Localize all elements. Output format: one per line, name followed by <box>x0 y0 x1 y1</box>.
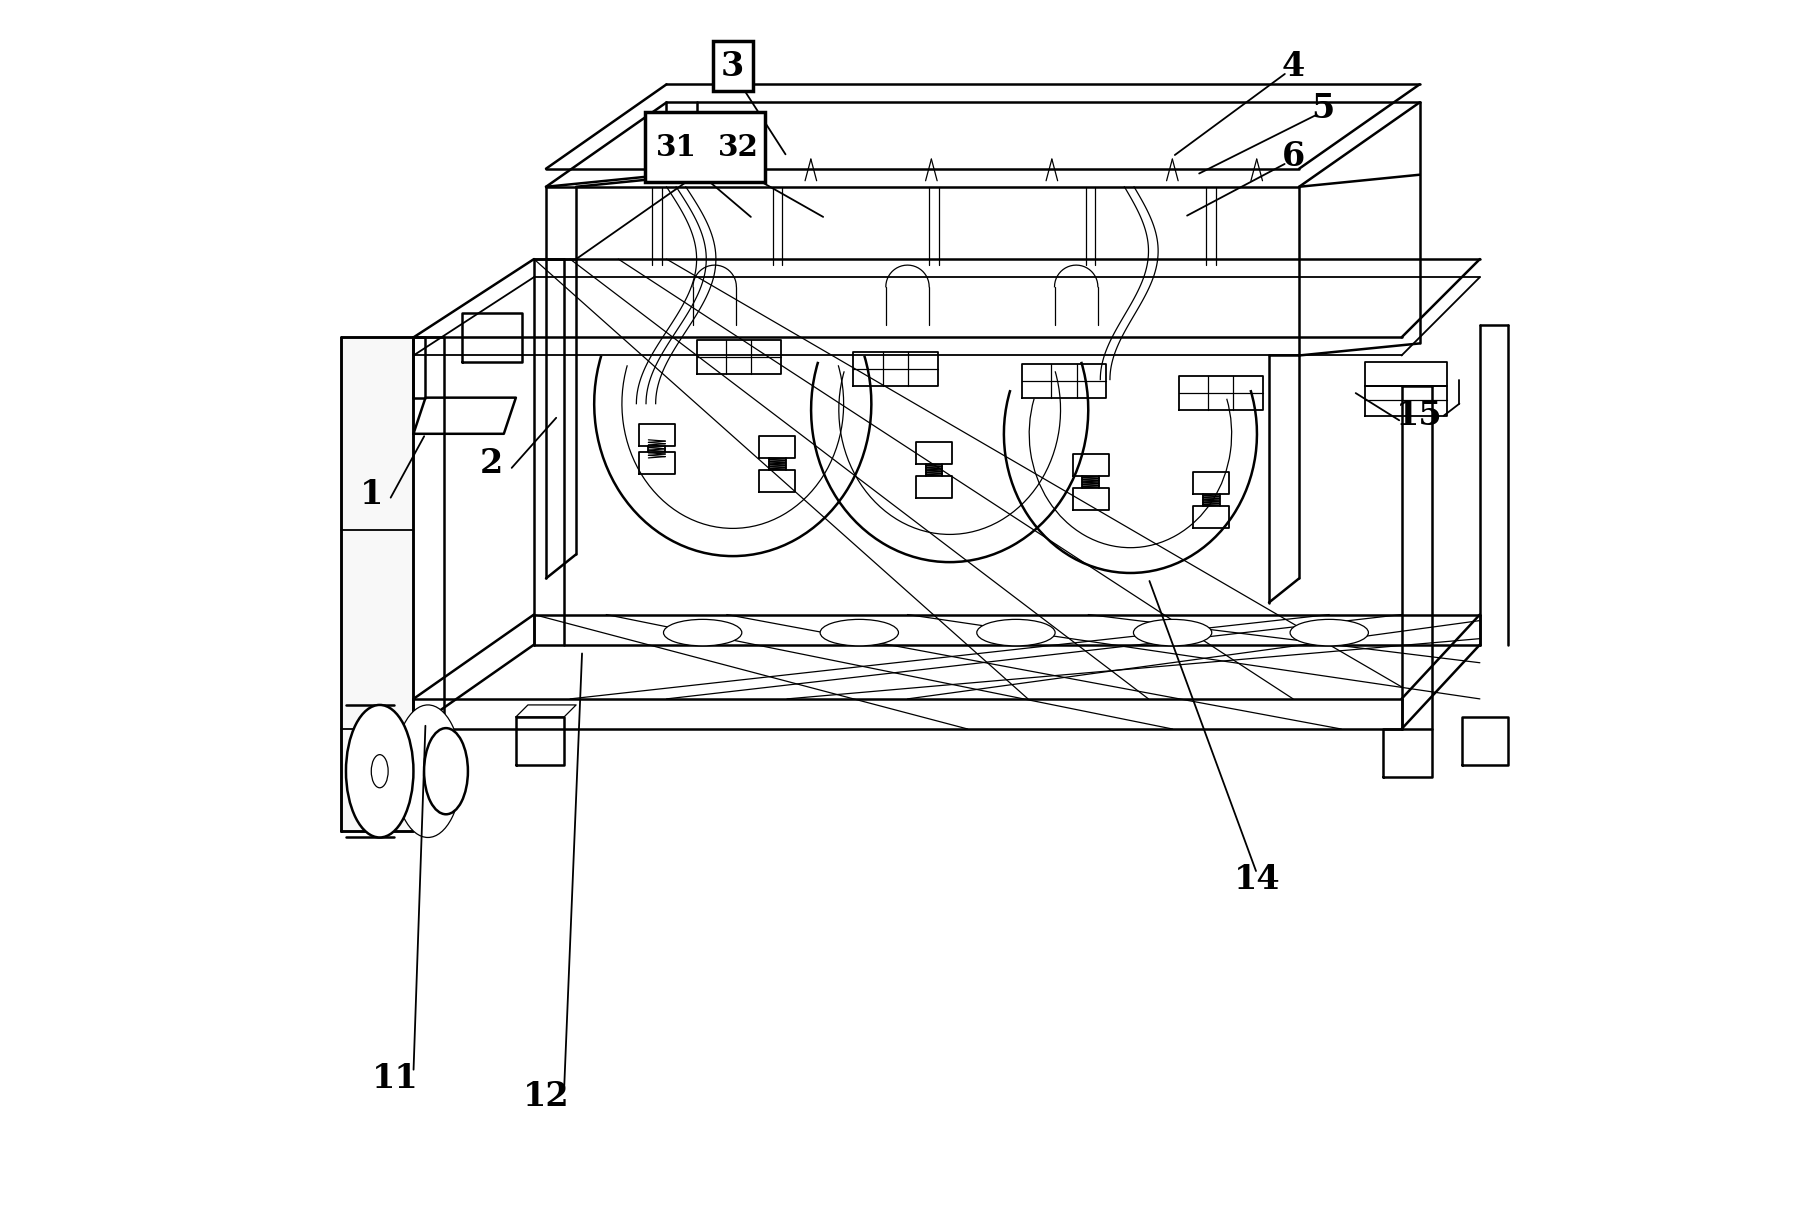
Text: 15: 15 <box>1395 399 1442 433</box>
Ellipse shape <box>346 705 414 837</box>
Text: 4: 4 <box>1281 49 1304 83</box>
Ellipse shape <box>424 728 468 815</box>
Text: 14: 14 <box>1234 863 1279 897</box>
Text: 12: 12 <box>522 1080 570 1113</box>
Text: 11: 11 <box>372 1062 419 1095</box>
FancyBboxPatch shape <box>644 112 766 182</box>
Text: 2: 2 <box>481 447 502 481</box>
Text: 31: 31 <box>655 133 697 161</box>
Ellipse shape <box>1132 619 1212 646</box>
Polygon shape <box>341 337 414 831</box>
Ellipse shape <box>664 619 742 646</box>
Text: 1: 1 <box>359 477 383 511</box>
Text: 5: 5 <box>1312 92 1333 125</box>
Ellipse shape <box>394 705 461 837</box>
Text: 32: 32 <box>718 133 758 161</box>
Text: 6: 6 <box>1281 140 1304 174</box>
Ellipse shape <box>1290 619 1368 646</box>
Ellipse shape <box>820 619 898 646</box>
Ellipse shape <box>976 619 1054 646</box>
Text: 3: 3 <box>720 49 744 83</box>
